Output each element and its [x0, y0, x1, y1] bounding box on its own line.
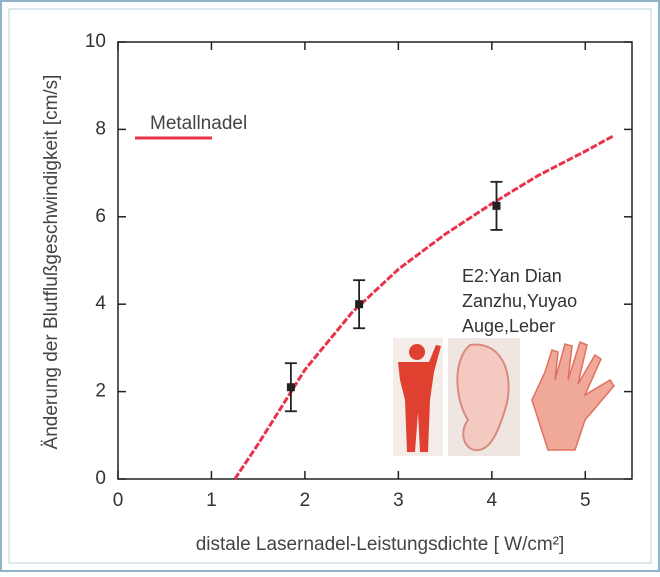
data-point [492, 202, 500, 210]
chart: distale Lasernadel-Leistungsdichte [ W/c… [0, 0, 660, 572]
annotation: Auge,Leber [462, 316, 555, 336]
y-tick-label: 8 [95, 118, 106, 139]
y-tick-label: 2 [95, 381, 106, 402]
x-tick-label: 1 [206, 490, 217, 511]
body-head [409, 344, 425, 360]
y-tick-label: 6 [95, 206, 106, 227]
x-tick-label: 4 [487, 490, 498, 511]
y-tick-label: 10 [85, 31, 106, 52]
legend-label: Metallnadel [150, 113, 247, 134]
y-tick-label: 0 [95, 468, 106, 489]
data-point [355, 300, 363, 308]
x-tick-label: 0 [113, 490, 124, 511]
y-tick-label: 4 [95, 293, 106, 314]
x-tick-label: 3 [393, 490, 404, 511]
x-axis-label: distale Lasernadel-Leistungsdichte [ W/c… [196, 534, 565, 555]
data-point [287, 383, 295, 391]
x-tick-label: 5 [580, 490, 591, 511]
x-tick-label: 2 [300, 490, 311, 511]
annotation: Zanzhu,Yuyao [462, 291, 577, 311]
annotation: E2:Yan Dian [462, 266, 562, 286]
y-axis-label: Änderung der Blutflußgeschwindigkeit [cm… [41, 75, 62, 450]
